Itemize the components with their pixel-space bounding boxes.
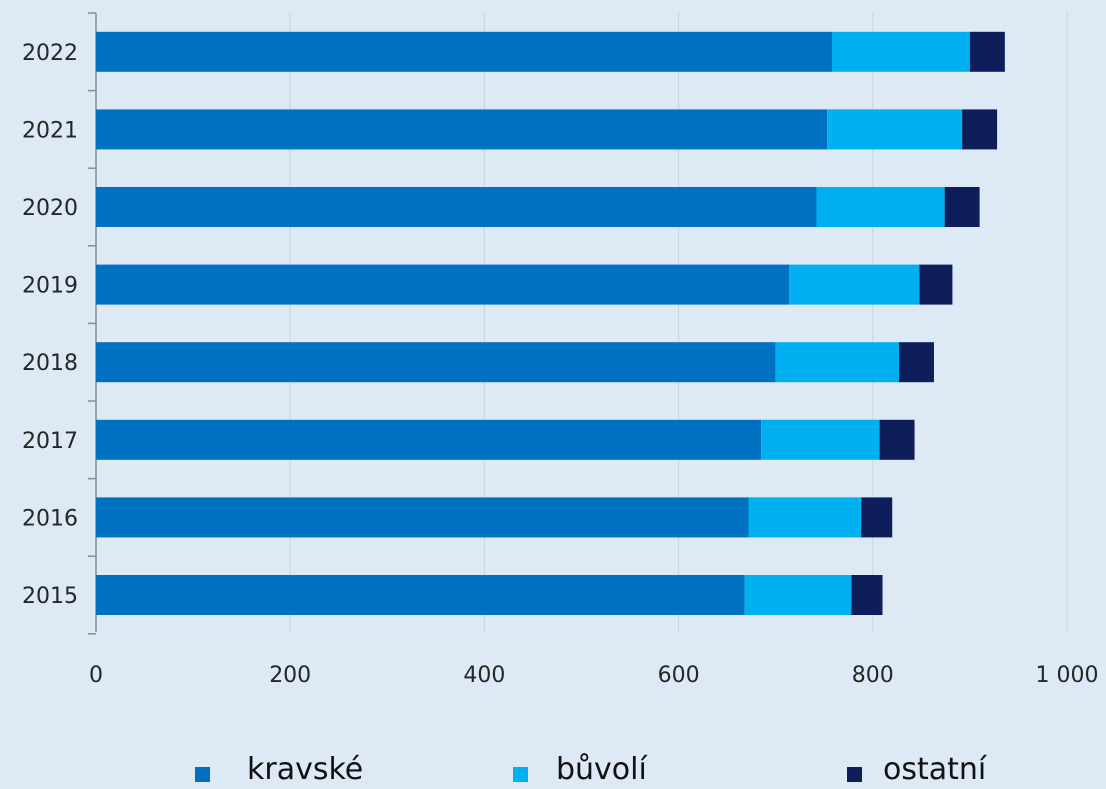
bar-segment-buvoli-2019 — [789, 264, 920, 305]
bar-segment-buvoli-2022 — [832, 31, 970, 72]
bar-segment-ostatni-2016 — [861, 497, 893, 538]
x-tick-label: 400 — [463, 663, 505, 688]
bar-segment-kravske-2022 — [96, 31, 833, 72]
bar-segment-ostatni-2022 — [969, 31, 1005, 72]
y-tick-label: 2021 — [22, 118, 78, 143]
bar-segment-buvoli-2016 — [748, 497, 862, 538]
bar-segment-ostatni-2021 — [962, 109, 998, 150]
legend-swatch-kravske — [195, 767, 210, 782]
chart-plot: 2022 2021 2020 2019 2018 2017 2016 2015 0 200 400 6… — [22, 12, 1099, 688]
bar-segment-ostatni-2018 — [899, 342, 934, 383]
legend-label-kravske: kravské — [247, 752, 364, 787]
bar-segment-ostatni-2019 — [919, 264, 953, 305]
bar-segment-kravske-2016 — [96, 497, 749, 538]
y-tick-label: 2019 — [22, 274, 78, 299]
bar-segment-buvoli-2015 — [744, 575, 852, 615]
bar-segment-kravske-2015 — [96, 575, 745, 615]
bar-segment-kravske-2020 — [96, 187, 817, 227]
x-tick-label: 1 000 — [1036, 663, 1099, 688]
bar-segment-kravske-2019 — [96, 264, 790, 305]
legend: kravské bůvolí ostatní — [0, 748, 1106, 788]
x-tick-label: 600 — [658, 663, 700, 688]
x-tick-label: 0 — [89, 663, 103, 688]
y-tick-label: 2020 — [22, 196, 78, 221]
y-tick-label: 2017 — [22, 429, 78, 454]
x-tick-label: 200 — [269, 663, 311, 688]
bar-segment-kravske-2018 — [96, 342, 776, 383]
bar-segment-buvoli-2017 — [761, 419, 880, 460]
bar-segment-kravske-2017 — [96, 419, 762, 460]
y-tick-label: 2022 — [22, 41, 78, 66]
legend-swatch-buvoli — [513, 767, 528, 782]
bar-segment-buvoli-2020 — [816, 187, 945, 227]
bar-segment-ostatni-2015 — [851, 575, 883, 615]
y-tick-label: 2015 — [22, 584, 78, 609]
legend-swatch-ostatni — [847, 767, 862, 782]
y-tick-label: 2018 — [22, 351, 78, 376]
bar-segment-kravske-2021 — [96, 109, 828, 150]
y-tick-label: 2016 — [22, 506, 78, 531]
bar-segment-buvoli-2021 — [827, 109, 963, 150]
bar-segment-buvoli-2018 — [775, 342, 900, 383]
x-tick-label: 800 — [852, 663, 894, 688]
bar-segment-ostatni-2017 — [879, 419, 915, 460]
bar-segment-ostatni-2020 — [944, 187, 980, 227]
legend-label-ostatni: ostatní — [883, 752, 987, 787]
legend-label-buvoli: bůvolí — [556, 752, 647, 787]
